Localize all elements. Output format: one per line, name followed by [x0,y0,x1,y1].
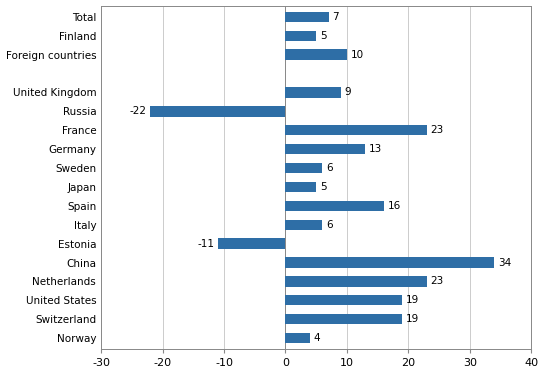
Text: 19: 19 [406,314,419,324]
Bar [286,333,310,343]
Bar [286,295,402,306]
Bar [286,12,329,22]
Text: 7: 7 [332,12,339,22]
Text: 34: 34 [498,258,511,267]
Bar [286,220,323,230]
Bar [286,257,494,268]
Bar [286,163,323,173]
Text: 13: 13 [369,144,382,154]
Bar [286,276,427,286]
Bar [286,125,427,135]
Text: 23: 23 [430,276,444,286]
Text: 6: 6 [326,163,333,173]
Text: 5: 5 [320,31,326,41]
Bar [286,200,384,211]
Text: 10: 10 [351,50,364,60]
Text: 5: 5 [320,182,326,192]
Bar [286,144,366,154]
Bar [286,314,402,324]
Text: 6: 6 [326,220,333,230]
Text: 19: 19 [406,295,419,305]
Bar [286,31,316,41]
Bar [286,49,347,60]
Text: 16: 16 [387,201,401,211]
Bar [150,106,286,117]
Bar [286,87,341,98]
Text: 4: 4 [314,333,320,343]
Text: 23: 23 [430,125,444,135]
Text: -22: -22 [129,106,146,116]
Text: -11: -11 [197,239,214,249]
Text: 9: 9 [344,88,351,98]
Bar [286,182,316,192]
Bar [218,238,286,249]
